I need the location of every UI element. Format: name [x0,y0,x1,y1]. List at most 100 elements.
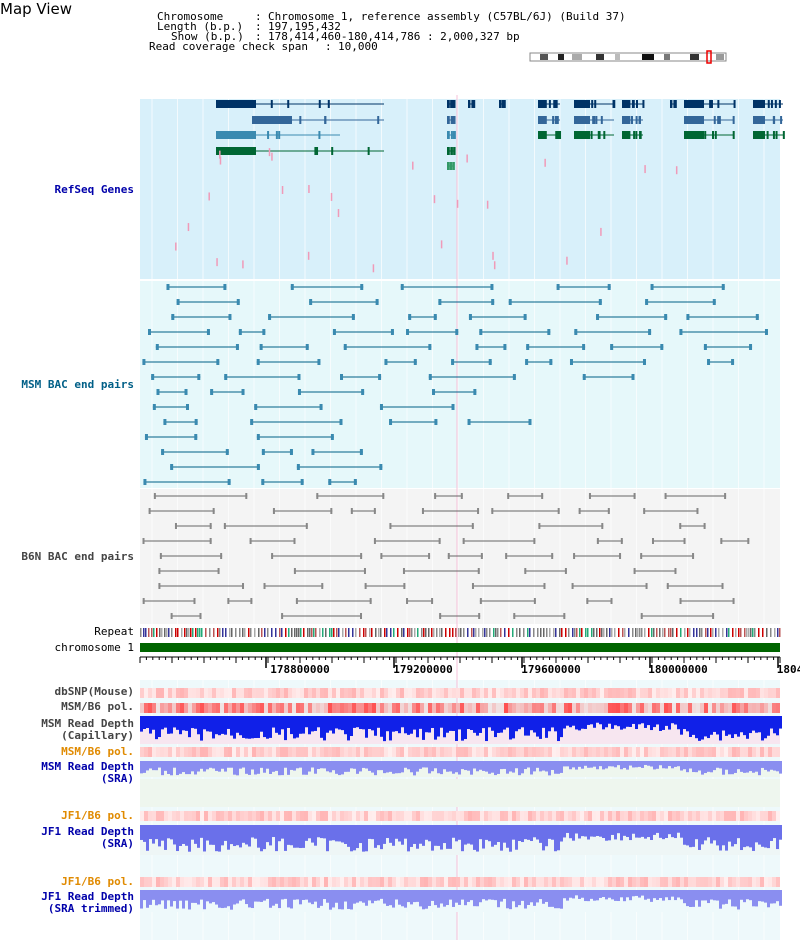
depth-bar [479,825,482,840]
b6n-bac-end [601,523,604,529]
ideogram-band [690,54,699,60]
track-label-msm-depth-cap[interactable]: MSM Read Depth [41,717,134,730]
depth-bar [281,761,284,776]
repeat-mark [668,628,670,637]
track-label-msm-pol-2[interactable]: MSM/B6 pol. [61,745,134,758]
depth-bar [143,825,146,842]
depth-bar [458,761,461,775]
heat-cell [736,747,740,757]
depth-bar [302,890,305,900]
msm-bac-end [556,284,560,290]
heat-cell [316,747,320,757]
repeat-mark [390,628,392,637]
depth-bar [227,761,230,768]
depth-bar [410,716,413,734]
heat-cell [272,877,276,887]
heat-cell [580,747,584,757]
depth-bar [755,890,758,907]
b6n-bac-end [620,538,623,544]
heat-cell [460,747,464,757]
heat-cell [420,703,424,713]
depth-bar [611,761,614,767]
heat-cell [148,877,152,887]
heat-cell [624,747,628,757]
depth-bar [662,890,665,901]
repeat-mark [473,628,475,637]
refseq-track-bg [140,99,780,279]
depth-bar [257,761,260,774]
depth-bar [653,890,656,899]
track-label-msm-bac[interactable]: MSM BAC end pairs [21,378,134,391]
track-label-b6n-bac[interactable]: B6N BAC end pairs [21,550,134,563]
msm-bac-end [707,359,711,365]
b6n-bac-end [434,493,437,499]
depth-bar [242,761,245,768]
track-label-msm-depth-sra[interactable]: MSM Read Depth [41,760,134,773]
depth-bar [305,825,308,841]
heat-cell [748,703,752,713]
heat-cell [292,688,296,698]
b6n-bac-end [505,553,508,559]
heat-cell [524,688,528,698]
heat-cell [720,811,724,821]
coverage-sep: : [325,40,332,53]
depth-bar [443,716,446,738]
track-label-jf1-pol[interactable]: JF1/B6 pol. [61,809,134,822]
heat-cell [172,703,176,713]
msm-bac-end [305,344,309,350]
track-label-msm-pol[interactable]: MSM/B6 pol. [61,700,134,713]
depth-bar [362,716,365,730]
heat-cell [488,811,492,821]
depth-bar [707,825,710,838]
depth-bar [209,890,212,904]
depth-bar [332,761,335,771]
depth-bar [368,716,371,730]
heat-cell [700,811,704,821]
depth-bar [488,890,491,900]
heat-cell [348,703,352,713]
track-label-jf1-trim[interactable]: JF1 Read Depth [41,890,134,903]
depth-bar [524,761,527,770]
heat-cell [748,877,752,887]
b6n-bac-end [732,598,735,604]
heat-cell [252,688,256,698]
depth-bar [731,825,734,847]
repeat-mark [497,628,499,637]
depth-bar [404,761,407,768]
depth-bar [278,890,281,909]
depth-bar [689,825,692,848]
depth-bar [743,761,746,773]
depth-bar [653,825,656,835]
heat-cell [732,703,736,713]
depth-bar [719,716,722,741]
heat-cell [432,747,436,757]
heat-cell [764,703,768,713]
track-label-dbsnp[interactable]: dbSNP(Mouse) [54,685,134,698]
depth-bar [716,716,719,735]
depth-bar [356,890,359,903]
gene-exon [633,131,636,139]
repeat-mark [242,628,244,637]
depth-bar [581,716,584,729]
depth-bar [704,890,707,901]
repeat-mark [192,628,194,637]
heat-cell [280,703,284,713]
repeat-mark [275,628,277,637]
heat-cell [668,877,672,887]
msm-bac-end [549,359,553,365]
gene-exon [556,116,559,124]
heat-cell [648,877,652,887]
gene-exon [674,100,677,108]
heat-cell [216,747,220,757]
heat-cell [172,688,176,698]
track-label-refseq[interactable]: RefSeq Genes [54,183,134,196]
depth-bar [170,825,173,840]
heat-cell [620,811,624,821]
msm-bac-end [490,284,494,290]
track-label-jf1-pol-2[interactable]: JF1/B6 pol. [61,875,134,888]
track-label-jf1-depth[interactable]: JF1 Read Depth [41,825,134,838]
heat-cell [380,688,384,698]
refseq-mark [175,242,177,251]
heat-cell [660,877,664,887]
